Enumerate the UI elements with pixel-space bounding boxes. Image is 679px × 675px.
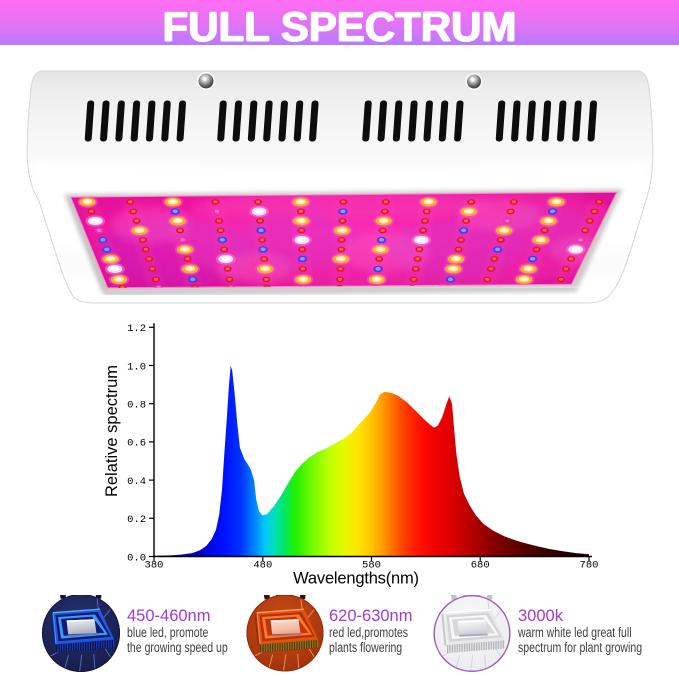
svg-text:480: 480 (253, 560, 272, 572)
svg-text:680: 680 (471, 560, 490, 572)
svg-text:1.0: 1.0 (127, 361, 146, 373)
svg-text:0.4: 0.4 (127, 476, 146, 488)
svg-text:Wavelengths(nm): Wavelengths(nm) (293, 570, 419, 588)
svg-text:780: 780 (580, 560, 599, 572)
svg-text:Relative spectrum: Relative spectrum (103, 365, 121, 497)
svg-text:1.2: 1.2 (127, 323, 146, 335)
svg-text:0.2: 0.2 (127, 514, 146, 526)
svg-text:0.6: 0.6 (127, 438, 146, 450)
svg-text:0.0: 0.0 (127, 552, 146, 564)
svg-text:380: 380 (145, 560, 164, 572)
svg-text:580: 580 (362, 560, 381, 572)
svg-text:0.8: 0.8 (127, 400, 146, 412)
